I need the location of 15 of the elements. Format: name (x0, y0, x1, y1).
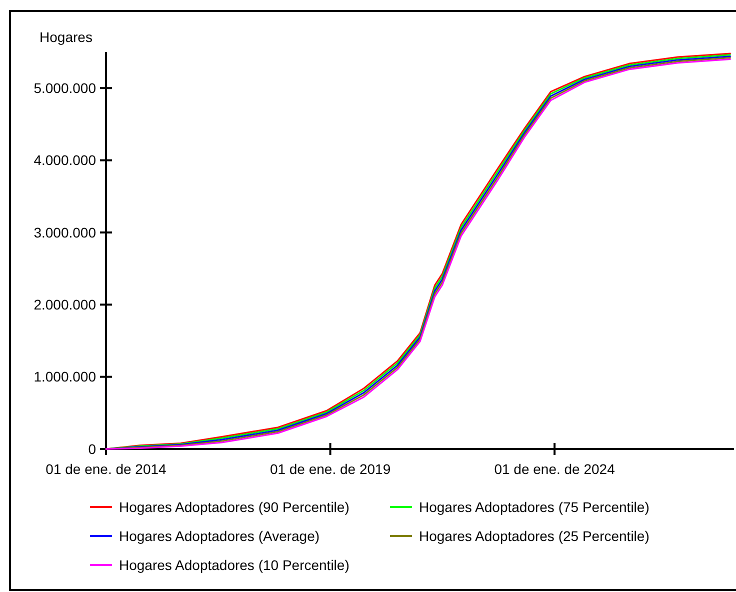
y-tick-label: 4.000.000 (34, 152, 96, 168)
y-axis-title: Hogares (40, 29, 92, 45)
y-tick-label: 0 (88, 440, 96, 457)
y-tick-label: 2.000.000 (34, 296, 96, 313)
legend-label: Hogares Adoptadores (Average) (119, 528, 320, 544)
x-tick-label: 01 de ene. de 2019 (270, 461, 391, 477)
legend-label: Hogares Adoptadores (25 Percentile) (419, 528, 650, 544)
y-tick-label: 5.000.000 (34, 80, 96, 96)
y-tick-label: 3.000.000 (34, 224, 96, 240)
legend-label: Hogares Adoptadores (10 Percentile) (119, 556, 350, 573)
legend-label: Hogares Adoptadores (75 Percentile) (419, 498, 650, 515)
legend-label: Hogares Adoptadores (90 Percentile) (119, 498, 350, 515)
x-tick-label: 01 de ene. de 2014 (46, 461, 167, 477)
y-tick-label: 1.000.000 (34, 368, 96, 385)
x-tick-label: 01 de ene. de 2024 (494, 461, 616, 477)
